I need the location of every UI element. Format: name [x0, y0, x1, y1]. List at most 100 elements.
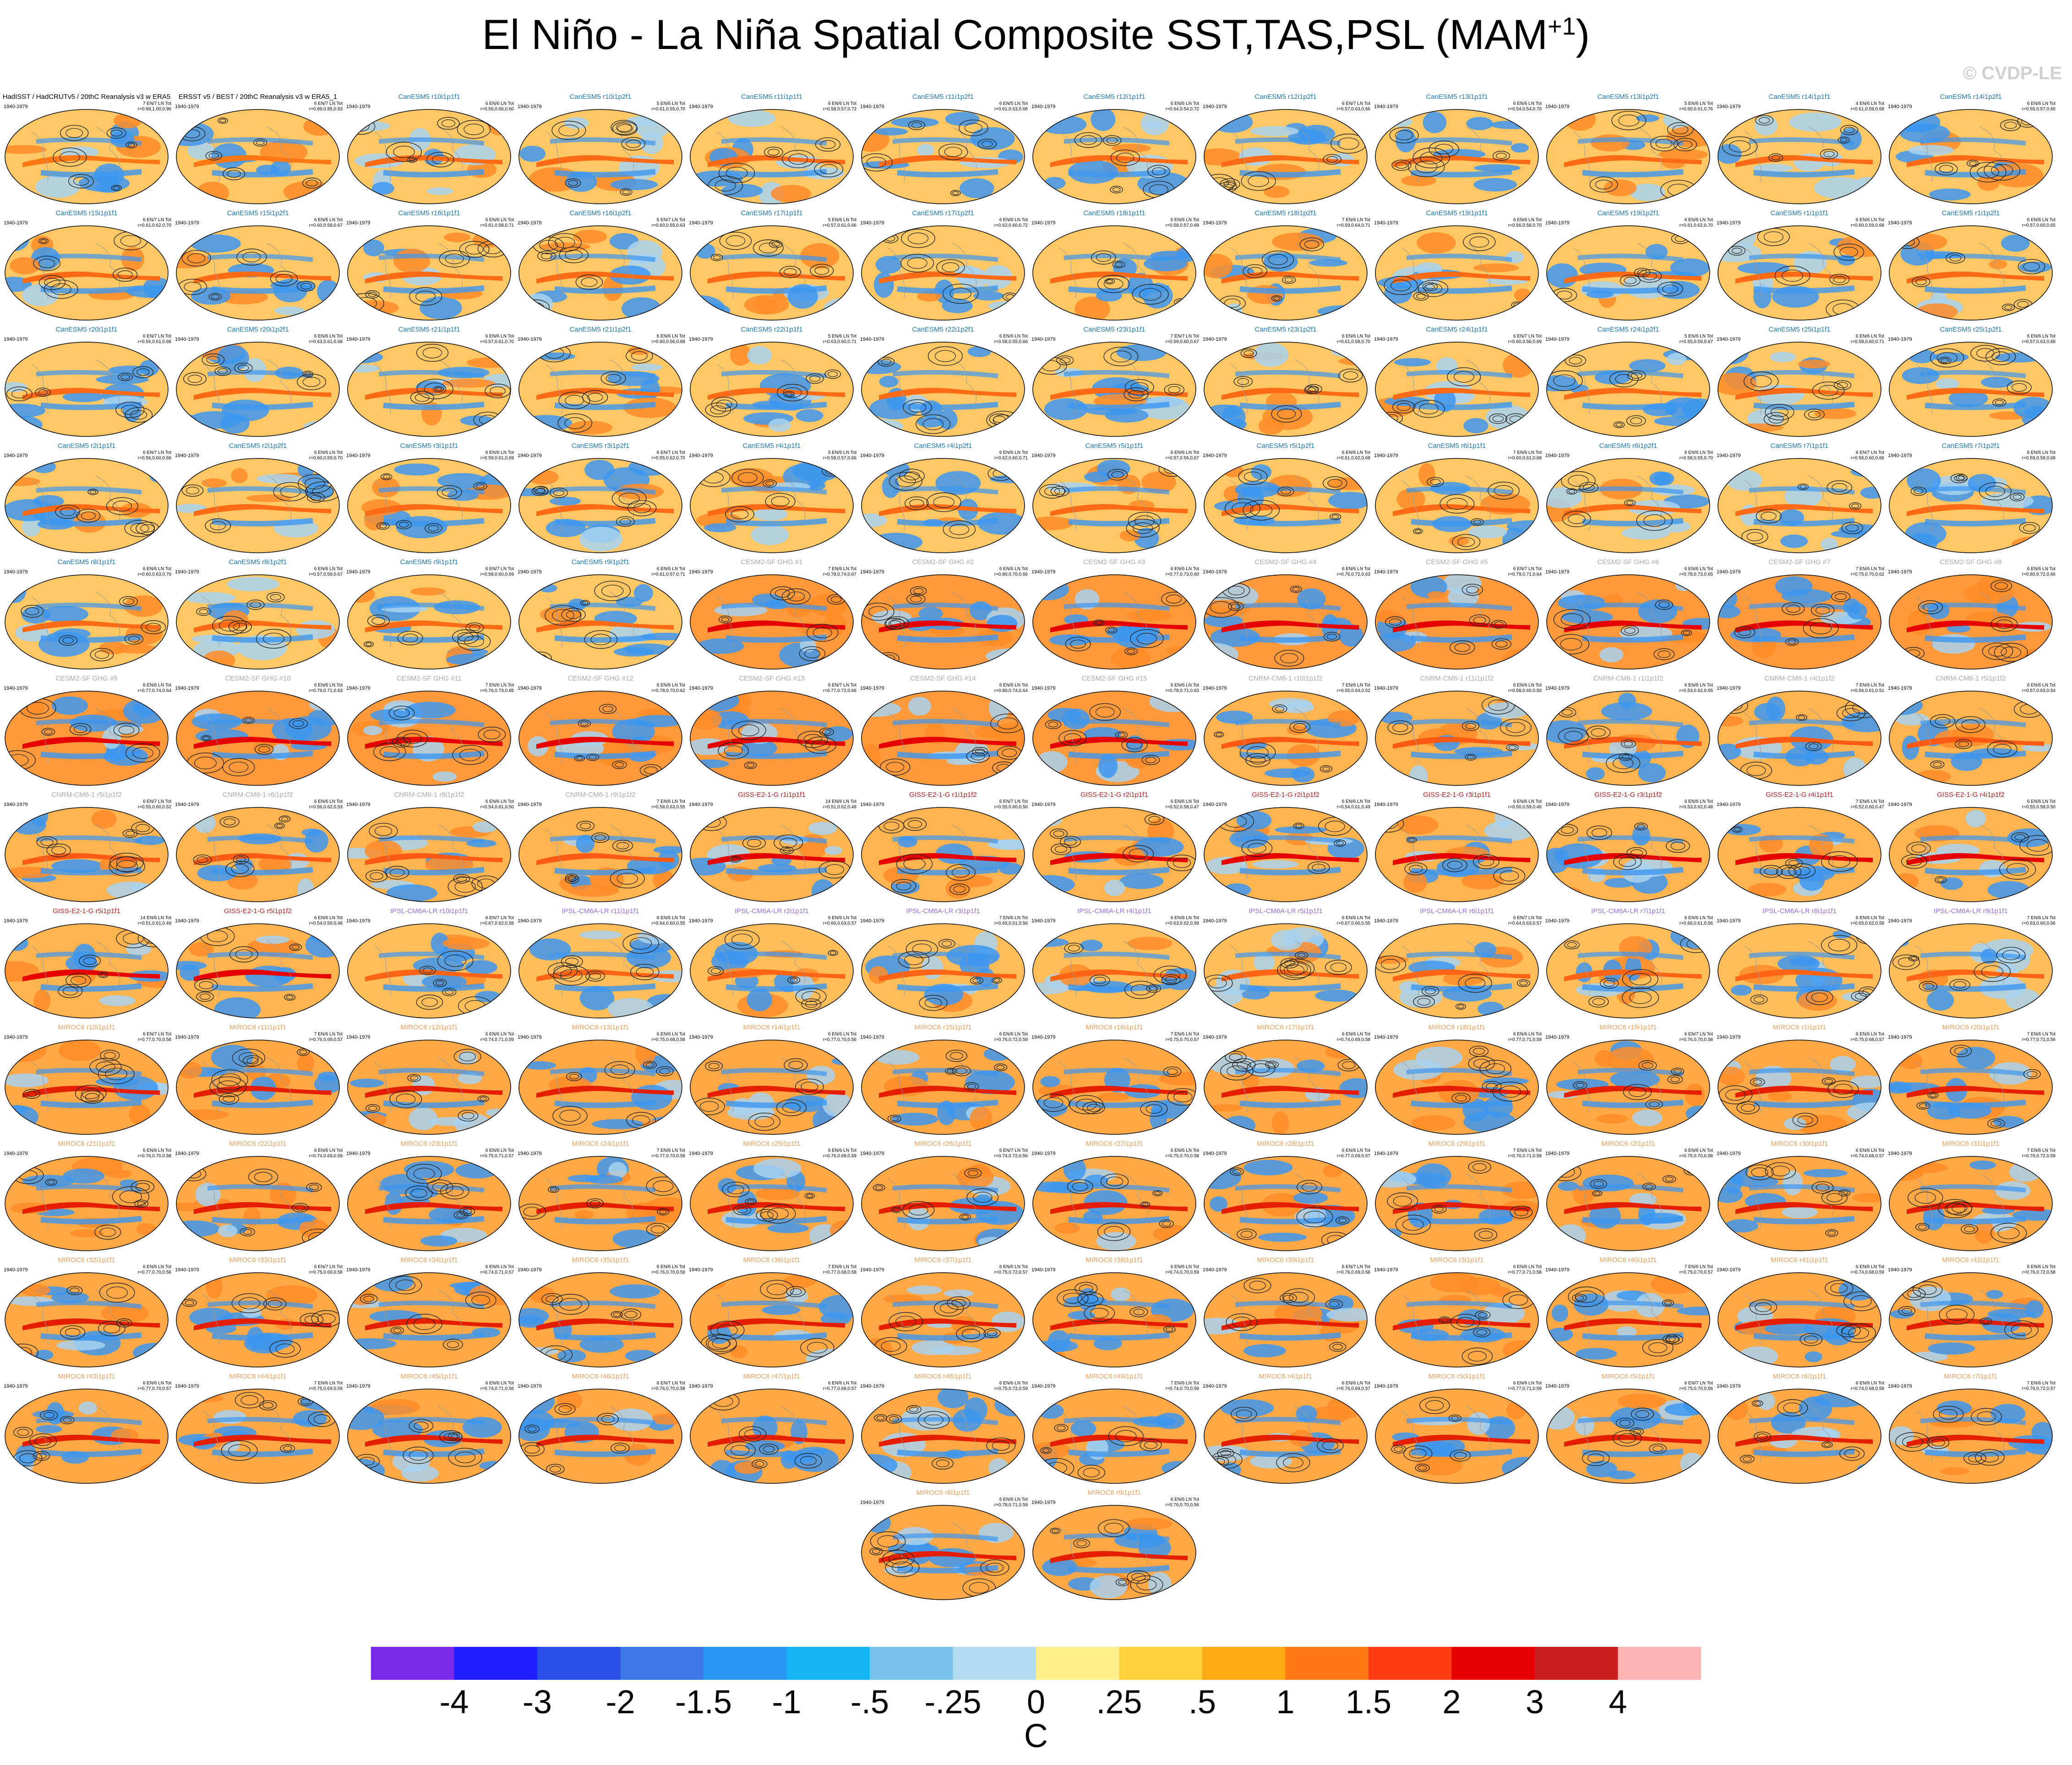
panel-title: CanESM5 r19i1p1f1: [1426, 209, 1488, 217]
panel-stat-line: r=0.76,0.70,0.58: [1679, 1037, 1713, 1042]
map-panel: CanESM5 r23i1p1f1 1940-1979 7 EN/7 LN Tot r…: [1030, 326, 1199, 442]
panel-stat-line: r=0.58,0.57,0.66: [823, 456, 856, 461]
panel-stat-line: r=0.74,0.71,0.57: [480, 1270, 514, 1275]
panel-stats: 6 EN/6 LN Tot r=0.78,0.70,0.62: [652, 683, 685, 694]
panel-stats: 6 EN/6 LN Tot r=0.66,0.63,0.57: [823, 915, 856, 926]
panel-title: CESM2-SF GHG #4: [1254, 558, 1317, 566]
robinson-map: [1204, 1156, 1368, 1251]
panel-title: CanESM5 r8i1p2f1: [229, 558, 287, 566]
panel-year-range: 1940-1979: [175, 918, 199, 924]
panel-stat-line: r=0.77,0.71,0.59: [1508, 1037, 1542, 1042]
panel-stats: 7 EN/6 LN Tot r=0.78,0.74,0.67: [823, 567, 856, 577]
panel-year-range: 1940-1979: [518, 104, 542, 109]
panel-year-range: 1940-1979: [1203, 686, 1227, 691]
map-panel: CESM2-SF GHG #8 1940-1979 6 EN/6 LN Tot r=0…: [1886, 558, 2056, 675]
panel-stat-line: r=0.61,0.58,0.71: [480, 223, 514, 228]
panel-title: CanESM5 r24i1p2f1: [1597, 326, 1659, 333]
robinson-map: [5, 1272, 169, 1367]
map-panel: CanESM5 r18i1p1f1 1940-1979 6 EN/6 LN Tot r…: [1030, 209, 1199, 326]
panel-year-range: 1940-1979: [4, 104, 28, 109]
panel-stats: 6 EN/6 LN Tot r=0.75,0.68,0.57: [1851, 1032, 1884, 1043]
map-panel: MIROC6 r8i1p1f1 1940-1979 6 EN/6 LN Tot r=0…: [858, 1489, 1028, 1605]
map-panel: MIROC6 r36i1p1f1 1940-1979 7 EN/6 LN Tot r=…: [687, 1256, 856, 1373]
map-panel: MIROC6 r26i1p1f1 1940-1979 6 EN/7 LN Tot r=…: [858, 1140, 1028, 1256]
map-panel: CanESM5 r24i1p2f1 1940-1979 5 EN/6 LN Tot r…: [1543, 326, 1713, 442]
panel-title: CNRM-CM6-1 r11i1p1f2: [1420, 675, 1494, 682]
panel-stat-line: 6 EN/6 LN Tot: [1170, 1497, 1199, 1502]
panel-stat-line: r=0.59,0.64,0.71: [1336, 223, 1370, 228]
panel-stat-line: r=0.53,0.62,0.55: [1679, 688, 1713, 693]
robinson-map: [1375, 1156, 1539, 1251]
panel-title: MIROC6 r4i1p1f1: [1259, 1373, 1313, 1380]
panel-stats: 6 EN/6 LN Tot r=0.76,0.70,0.56: [1166, 1497, 1199, 1508]
panel-stat-line: 6 EN/7 LN Tot: [1684, 1381, 1713, 1386]
panel-stats: 7 EN/6 LN Tot r=0.76,0.72,0.57: [2022, 1381, 2056, 1392]
panel-stat-line: 6 EN/6 LN Tot: [485, 101, 514, 106]
robinson-map: [861, 807, 1025, 902]
panel-year-range: 1940-1979: [4, 453, 28, 458]
robinson-map: [1889, 1272, 2053, 1367]
panel-year-range: 1940-1979: [4, 1035, 28, 1040]
panel-title: GISS-E2-1-G r3i1p1f1: [1423, 791, 1491, 799]
map-panel: IPSL-CM6A-LR r4i1p1f1 1940-1979 6 EN/6 LN …: [1030, 907, 1199, 1024]
map-panel: MIROC6 r10i1p1f1 1940-1979 6 EN/7 LN Tot r=…: [2, 1024, 171, 1140]
panel-title: CESM2-SF GHG #1: [741, 558, 803, 566]
panel-title: CanESM5 r20i1p1f1: [55, 326, 118, 333]
map-panel: CanESM5 r6i1p2f1 1940-1979 6 EN/6 LN Tot r=…: [1543, 442, 1713, 558]
panel-stat-line: r=0.59,0.61,0.69: [480, 456, 514, 461]
panel-stat-line: 6 EN/7 LN Tot: [1513, 334, 1542, 339]
colorbar-tick-label: 1.5: [1345, 1684, 1392, 1721]
panel-stats: 6 EN/6 LN Tot r=0.57,0.63,0.68: [2022, 334, 2056, 345]
robinson-map: [690, 1389, 854, 1484]
robinson-map: [176, 574, 340, 670]
panel-year-range: 1940-1979: [518, 220, 542, 226]
map-panel: CNRM-CM6-1 r5i1p1f2 1940-1979 6 EN/7 LN To…: [2, 791, 171, 907]
panel-stat-line: 6 EN/6 LN Tot: [999, 1381, 1028, 1386]
panel-stat-line: 6 EN/6 LN Tot: [142, 1148, 171, 1153]
panel-stat-line: r=0.57,0.61,0.70: [480, 339, 514, 344]
panel-stat-line: r=0.55,0.62,0.70: [651, 456, 685, 461]
panel-stat-line: 6 EN/6 LN Tot: [1341, 915, 1370, 921]
panel-title: MIROC6 r30i1p1f1: [1771, 1140, 1828, 1148]
colorbar-segment: [870, 1647, 953, 1680]
panel-stat-line: r=0.76,0.69,0.57: [1336, 1386, 1370, 1391]
map-panel: GISS-E2-1-G r5i1p1f1 1940-1979 14 EN/6 LN …: [2, 907, 171, 1024]
panel-year-range: 1940-1979: [518, 337, 542, 342]
panel-year-range: 1940-1979: [175, 686, 199, 691]
map-panel: MIROC6 r2i1p1f1 1940-1979 6 EN/6 LN Tot r=0…: [1543, 1140, 1713, 1256]
robinson-map: [1375, 109, 1539, 204]
panel-stat-line: 7 EN/6 LN Tot: [1513, 450, 1542, 455]
robinson-map: [861, 1040, 1025, 1135]
panel-stats: 6 EN/6 LN Tot r=0.67,0.60,0.55: [1337, 915, 1370, 926]
panel-year-range: 1940-1979: [1203, 802, 1227, 807]
panel-stats: 6 EN/7 LN Tot r=0.60,0.56,0.69: [1508, 334, 1542, 345]
panel-stat-line: 7 EN/6 LN Tot: [656, 799, 685, 804]
panel-stats: 6 EN/7 LN Tot r=0.64,0.63,0.57: [1508, 915, 1542, 926]
robinson-map: [1032, 1389, 1196, 1484]
panel-stat-line: 6 EN/6 LN Tot: [828, 101, 856, 106]
map-panel: CESM2-SF GHG #3 1940-1979 6 EN/6 LN Tot r=0…: [1030, 558, 1199, 675]
panel-stat-line: r=0.60,0.56,0.68: [651, 339, 685, 344]
panel-year-range: 1940-1979: [4, 337, 28, 342]
panel-stats: 7 EN/6 LN Tot r=0.75,0.70,0.57: [1679, 1264, 1713, 1275]
panel-year-range: 1940-1979: [860, 569, 884, 575]
robinson-map: [5, 574, 169, 670]
panel-title: CanESM5 r5i1p2f1: [1256, 442, 1315, 450]
panel-stat-line: r=0.77,0.70,0.56: [137, 1270, 171, 1275]
panel-title: MIROC6 r50i1p1f1: [1428, 1373, 1486, 1380]
panel-year-range: 1940-1979: [1203, 104, 1227, 109]
panel-stats: 5 EN/6 LN Tot r=0.58,0.57,0.66: [823, 450, 856, 461]
panel-stats: 6 EN/6 LN Tot r=0.80,0.74,0.64: [994, 683, 1028, 694]
colorbar-tick-label: .25: [1096, 1684, 1142, 1721]
panel-stat-line: r=0.61,0.58,0.70: [1336, 339, 1370, 344]
robinson-map: [690, 225, 854, 321]
robinson-map: [1546, 923, 1710, 1019]
panel-year-range: 1940-1979: [1203, 453, 1227, 458]
panel-stat-line: 6 EN/6 LN Tot: [142, 1381, 171, 1386]
map-panel: MIROC6 r27i1p1f1 1940-1979 6 EN/6 LN Tot r=…: [1030, 1140, 1199, 1256]
panel-stats: 6 EN/6 LN Tot r=0.59,0.61,0.69: [480, 450, 514, 461]
robinson-map: [1546, 1389, 1710, 1484]
panel-title: CanESM5 r22i1p2f1: [912, 326, 974, 333]
map-panel: MIROC6 r29i1p1f1 1940-1979 7 EN/6 LN Tot r=…: [1372, 1140, 1542, 1256]
robinson-map: [176, 807, 340, 902]
